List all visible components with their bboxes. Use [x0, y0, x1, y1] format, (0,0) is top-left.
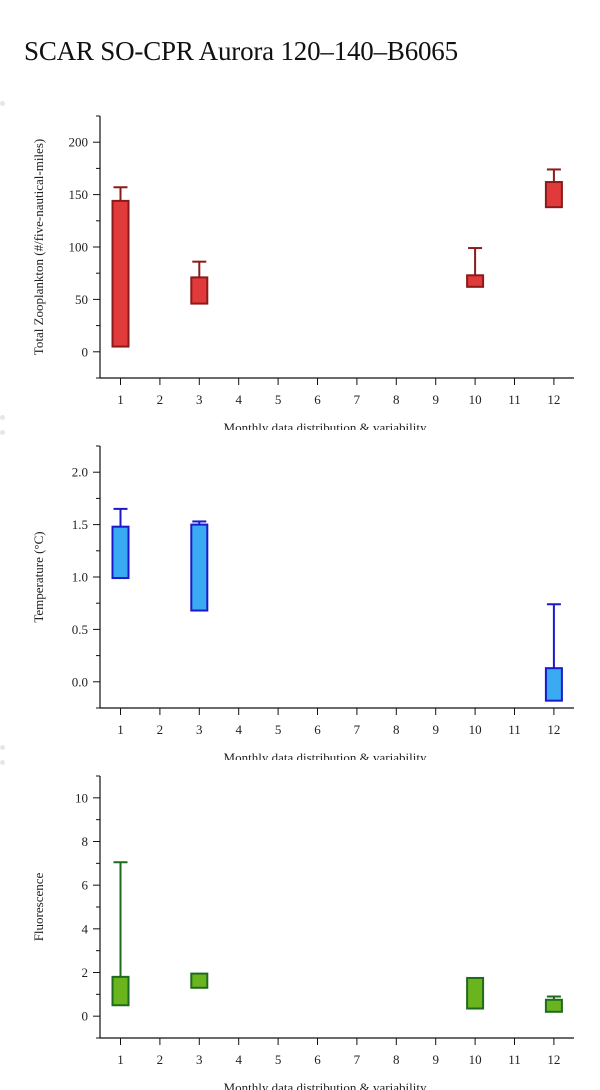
x-tick-label: 5: [275, 392, 282, 407]
box-month-10: [466, 976, 485, 1010]
x-tick-label: 7: [354, 1052, 361, 1067]
x-tick-label: 1: [117, 392, 124, 407]
fluorescence-chart: 0 2 4 6 8 10 1 2 3 4 5 6 7 8 9 10 11 12 Monthly data distr…: [0, 760, 600, 1090]
x-tick-label: 7: [354, 392, 361, 407]
x-tick-label: 8: [393, 392, 400, 407]
temperature-chart: 0.0 0.5 1.0 1.5 2.0 1 2 3 4 5 6 7 8 9 10 11 12 Monthly da…: [0, 430, 600, 760]
box-month-1: [111, 199, 130, 348]
box-month-12: [544, 998, 563, 1013]
x-tick-label: 3: [196, 1052, 203, 1067]
decor-dot: [0, 430, 5, 435]
zooplankton-chart: 0 50 100 150 200 1 2 3 4 5 6 7 8 9 10 11 12 Monthly data …: [0, 100, 600, 430]
decor-dot: [0, 415, 5, 420]
y-tick-label: 0.0: [72, 674, 88, 689]
x-tick-label: 2: [157, 392, 164, 407]
y-tick-label: 200: [69, 135, 89, 150]
box-month-12: [544, 667, 563, 702]
y-tick-label: 4: [82, 921, 89, 936]
y-tick-label: 150: [69, 187, 89, 202]
x-tick-label: 4: [235, 392, 242, 407]
box-month-1: [111, 525, 130, 580]
x-tick-label: 2: [157, 722, 164, 737]
x-tick-label: 9: [432, 392, 439, 407]
x-tick-label: 9: [432, 722, 439, 737]
x-tick-label: 4: [235, 1052, 242, 1067]
decor-dot: [0, 745, 5, 750]
x-tick-label: 7: [354, 722, 361, 737]
x-tick-label: 12: [547, 392, 560, 407]
box-month-10: [466, 274, 485, 288]
y-tick-label: 2: [82, 965, 89, 980]
x-tick-label: 12: [547, 1052, 560, 1067]
x-tick-label: 6: [314, 722, 321, 737]
decor-dot: [0, 760, 5, 765]
y-tick-label: 0: [82, 344, 89, 359]
box-month-3: [190, 523, 209, 612]
box-month-1: [111, 975, 130, 1007]
x-tick-label: 8: [393, 722, 400, 737]
y-tick-label: 0.5: [72, 622, 88, 637]
y-axis-label: Fluorescence: [31, 872, 46, 941]
x-tick-label: 2: [157, 1052, 164, 1067]
x-tick-label: 11: [508, 392, 521, 407]
y-tick-label: 1.0: [72, 570, 88, 585]
decor-dot: [0, 101, 5, 106]
x-tick-label: 5: [275, 722, 282, 737]
x-tick-label: 9: [432, 1052, 439, 1067]
x-tick-label: 12: [547, 722, 560, 737]
x-tick-label: 11: [508, 1052, 521, 1067]
y-tick-label: 50: [75, 292, 88, 307]
x-tick-label: 6: [314, 1052, 321, 1067]
x-axis-label: Monthly data distribution & variability: [224, 1080, 427, 1090]
x-tick-label: 1: [117, 1052, 124, 1067]
y-tick-label: 100: [69, 240, 89, 255]
x-tick-label: 3: [196, 722, 203, 737]
x-tick-label: 4: [235, 722, 242, 737]
x-tick-label: 5: [275, 1052, 282, 1067]
page-title: SCAR SO-CPR Aurora 120–140–B6065: [24, 36, 458, 66]
y-tick-label: 8: [82, 834, 89, 849]
x-tick-label: 10: [469, 722, 482, 737]
x-tick-label: 8: [393, 1052, 400, 1067]
y-tick-label: 6: [82, 878, 89, 893]
y-tick-label: 2.0: [72, 465, 88, 480]
y-tick-label: 1.5: [72, 517, 88, 532]
box-month-12: [544, 181, 563, 209]
x-tick-label: 6: [314, 392, 321, 407]
box-month-3: [190, 972, 209, 989]
y-axis-label: Total Zooplankton (#/five-nautical-miles…: [31, 139, 46, 355]
x-tick-label: 1: [117, 722, 124, 737]
x-axis-label: Monthly data distribution & variability: [224, 750, 427, 760]
y-tick-label: 0: [82, 1009, 89, 1024]
x-tick-label: 10: [469, 392, 482, 407]
y-axis-label: Temperature (°C): [31, 531, 46, 622]
box-month-3: [190, 276, 209, 305]
x-axis-label: Monthly data distribution & variability: [224, 420, 427, 430]
x-tick-label: 10: [469, 1052, 482, 1067]
y-tick-label: 10: [75, 790, 88, 805]
x-tick-label: 3: [196, 392, 203, 407]
x-tick-label: 11: [508, 722, 521, 737]
